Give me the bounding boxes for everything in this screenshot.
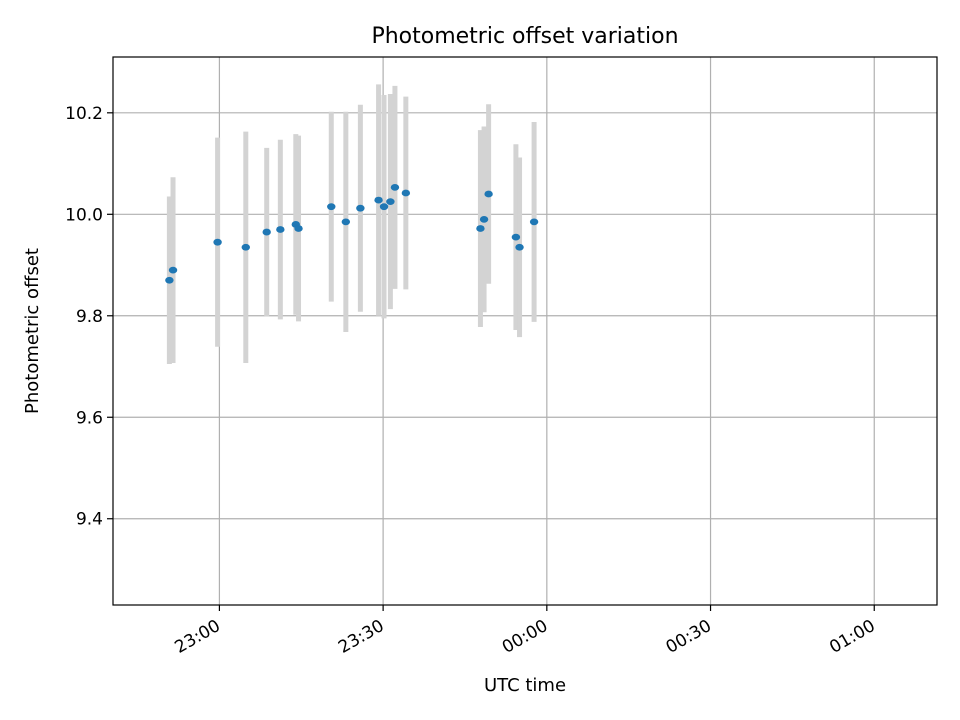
data-point bbox=[476, 225, 485, 232]
data-point bbox=[484, 190, 493, 198]
y-tick-label: 9.4 bbox=[76, 510, 103, 530]
data-point bbox=[276, 226, 285, 233]
data-point bbox=[390, 184, 400, 191]
data-point bbox=[262, 228, 271, 236]
data-point bbox=[327, 203, 336, 211]
data-point bbox=[294, 225, 303, 232]
data-point bbox=[401, 189, 411, 197]
data-point bbox=[165, 276, 174, 284]
data-point bbox=[529, 218, 539, 226]
data-point bbox=[213, 238, 222, 246]
data-point bbox=[168, 266, 178, 274]
data-point bbox=[356, 204, 365, 212]
plot-frame bbox=[112, 56, 938, 606]
data-point bbox=[241, 243, 250, 251]
y-tick-label: 10.2 bbox=[65, 104, 103, 124]
data-points bbox=[165, 184, 539, 284]
data-point bbox=[386, 198, 395, 206]
x-axis-label: UTC time bbox=[484, 675, 566, 696]
data-point bbox=[515, 243, 524, 251]
data-point bbox=[379, 203, 389, 211]
chart-title: Photometric offset variation bbox=[371, 24, 678, 49]
y-tick-label: 9.8 bbox=[76, 307, 103, 327]
data-point bbox=[341, 218, 351, 226]
data-point bbox=[374, 196, 383, 204]
y-axis-label: Photometric offset bbox=[22, 248, 43, 414]
data-point bbox=[479, 215, 489, 223]
data-point bbox=[511, 233, 521, 241]
y-tick-label: 9.6 bbox=[76, 408, 103, 428]
y-tick-label: 10.0 bbox=[65, 205, 103, 225]
y-axis-ticks: 9.4 9.6 9.8 10.0 10.2 bbox=[65, 104, 113, 530]
